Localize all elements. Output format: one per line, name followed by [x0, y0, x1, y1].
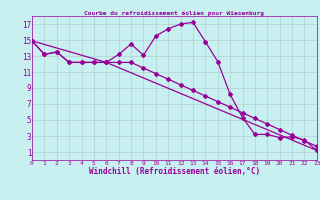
X-axis label: Windchill (Refroidissement éolien,°C): Windchill (Refroidissement éolien,°C)	[89, 167, 260, 176]
Title: Courbe du refroidissement éolien pour Wiesenburg: Courbe du refroidissement éolien pour Wi…	[84, 10, 264, 16]
